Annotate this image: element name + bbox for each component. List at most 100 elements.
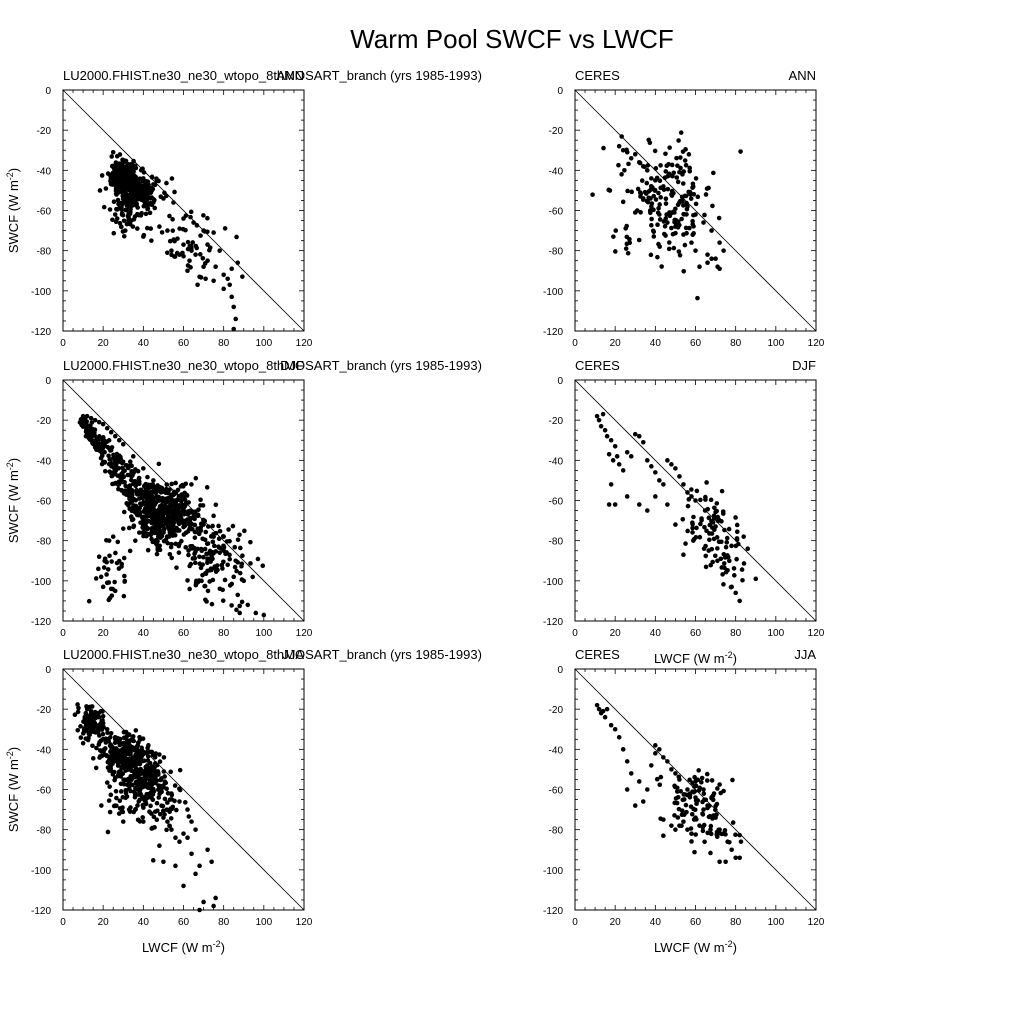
data-point (659, 264, 664, 269)
data-point (183, 545, 189, 550)
x-tick-label: 40 (138, 338, 150, 349)
data-point (114, 207, 120, 212)
data-point (178, 484, 184, 489)
data-point (669, 462, 674, 467)
data-point (710, 559, 715, 565)
data-point (80, 740, 86, 746)
data-point (149, 536, 154, 542)
data-point (708, 831, 714, 837)
y-tick-label: -40 (37, 166, 52, 177)
data-point (153, 490, 159, 496)
data-point (133, 767, 139, 772)
panel-left-title: CERES (575, 68, 620, 83)
data-point (697, 264, 702, 270)
data-point (612, 502, 618, 507)
data-point (739, 567, 745, 572)
data-point (222, 226, 228, 231)
data-point (681, 211, 686, 217)
data-point (217, 550, 222, 556)
data-point (673, 771, 678, 776)
data-point (663, 216, 669, 221)
data-point (691, 514, 696, 520)
scatter-points (590, 130, 743, 301)
data-point (161, 769, 167, 774)
data-point (154, 540, 159, 545)
data-point (693, 779, 699, 784)
scatter-points (97, 149, 245, 332)
data-point (156, 795, 162, 800)
data-point (159, 776, 164, 781)
data-point (632, 803, 638, 808)
x-tick-label: 100 (255, 338, 272, 349)
data-point (101, 204, 107, 210)
x-tick-label: 100 (767, 917, 784, 928)
data-point (124, 738, 130, 743)
data-point (620, 468, 626, 473)
data-point (640, 799, 646, 804)
y-tick-label: -60 (37, 786, 52, 797)
data-point (709, 778, 715, 783)
data-point (130, 454, 136, 459)
data-point (723, 544, 729, 550)
data-point (693, 248, 698, 253)
data-point (689, 839, 694, 844)
data-point (676, 222, 682, 228)
data-point (721, 248, 726, 253)
data-point (708, 827, 713, 832)
data-point (162, 190, 167, 196)
data-point (700, 799, 705, 805)
data-point (151, 524, 156, 530)
data-point (123, 492, 129, 497)
data-point (717, 266, 722, 272)
data-point (87, 720, 92, 726)
data-point (669, 225, 674, 231)
data-point (100, 584, 106, 590)
data-point (140, 815, 146, 820)
data-point (200, 255, 206, 261)
data-point (145, 758, 151, 763)
data-point (127, 459, 133, 465)
data-point (624, 787, 630, 792)
data-point (197, 863, 202, 869)
data-point (216, 523, 221, 529)
data-point (126, 485, 132, 491)
data-point (131, 217, 137, 222)
data-point (193, 252, 198, 257)
data-point (116, 201, 121, 207)
data-point (81, 731, 86, 736)
data-point (598, 423, 604, 429)
data-point (213, 264, 218, 270)
data-point (729, 543, 734, 549)
data-point (145, 474, 150, 480)
data-point (100, 731, 106, 737)
data-point (114, 803, 119, 809)
data-point (720, 572, 725, 577)
data-point (133, 510, 138, 515)
figure-title: Warm Pool SWCF vs LWCF (350, 24, 674, 54)
data-point (130, 473, 135, 478)
data-point (205, 588, 211, 594)
data-point (147, 210, 153, 216)
panel-obs-jja: 0 20 40 60 80 100 120 0 -20 -40 -60 -80 -100 -120 CERE… (543, 647, 825, 955)
data-point (221, 545, 227, 550)
data-point (655, 210, 661, 216)
data-point (108, 743, 114, 749)
x-tick-label: 80 (218, 628, 230, 639)
data-point (733, 590, 738, 596)
data-point (700, 812, 706, 817)
data-point (96, 733, 102, 738)
data-point (82, 716, 88, 722)
data-point (114, 795, 119, 801)
data-point (692, 774, 697, 780)
data-point (109, 154, 114, 159)
data-point (608, 482, 614, 487)
y-axis-label: SWCF (W m-2) (5, 458, 21, 543)
panel-season-label: ANN (789, 68, 816, 83)
y-tick-label: -20 (37, 416, 52, 427)
data-point (133, 165, 139, 171)
data-point (113, 788, 119, 794)
data-point (122, 579, 127, 584)
data-point (239, 561, 245, 567)
data-point (99, 803, 104, 808)
data-point (624, 494, 630, 499)
